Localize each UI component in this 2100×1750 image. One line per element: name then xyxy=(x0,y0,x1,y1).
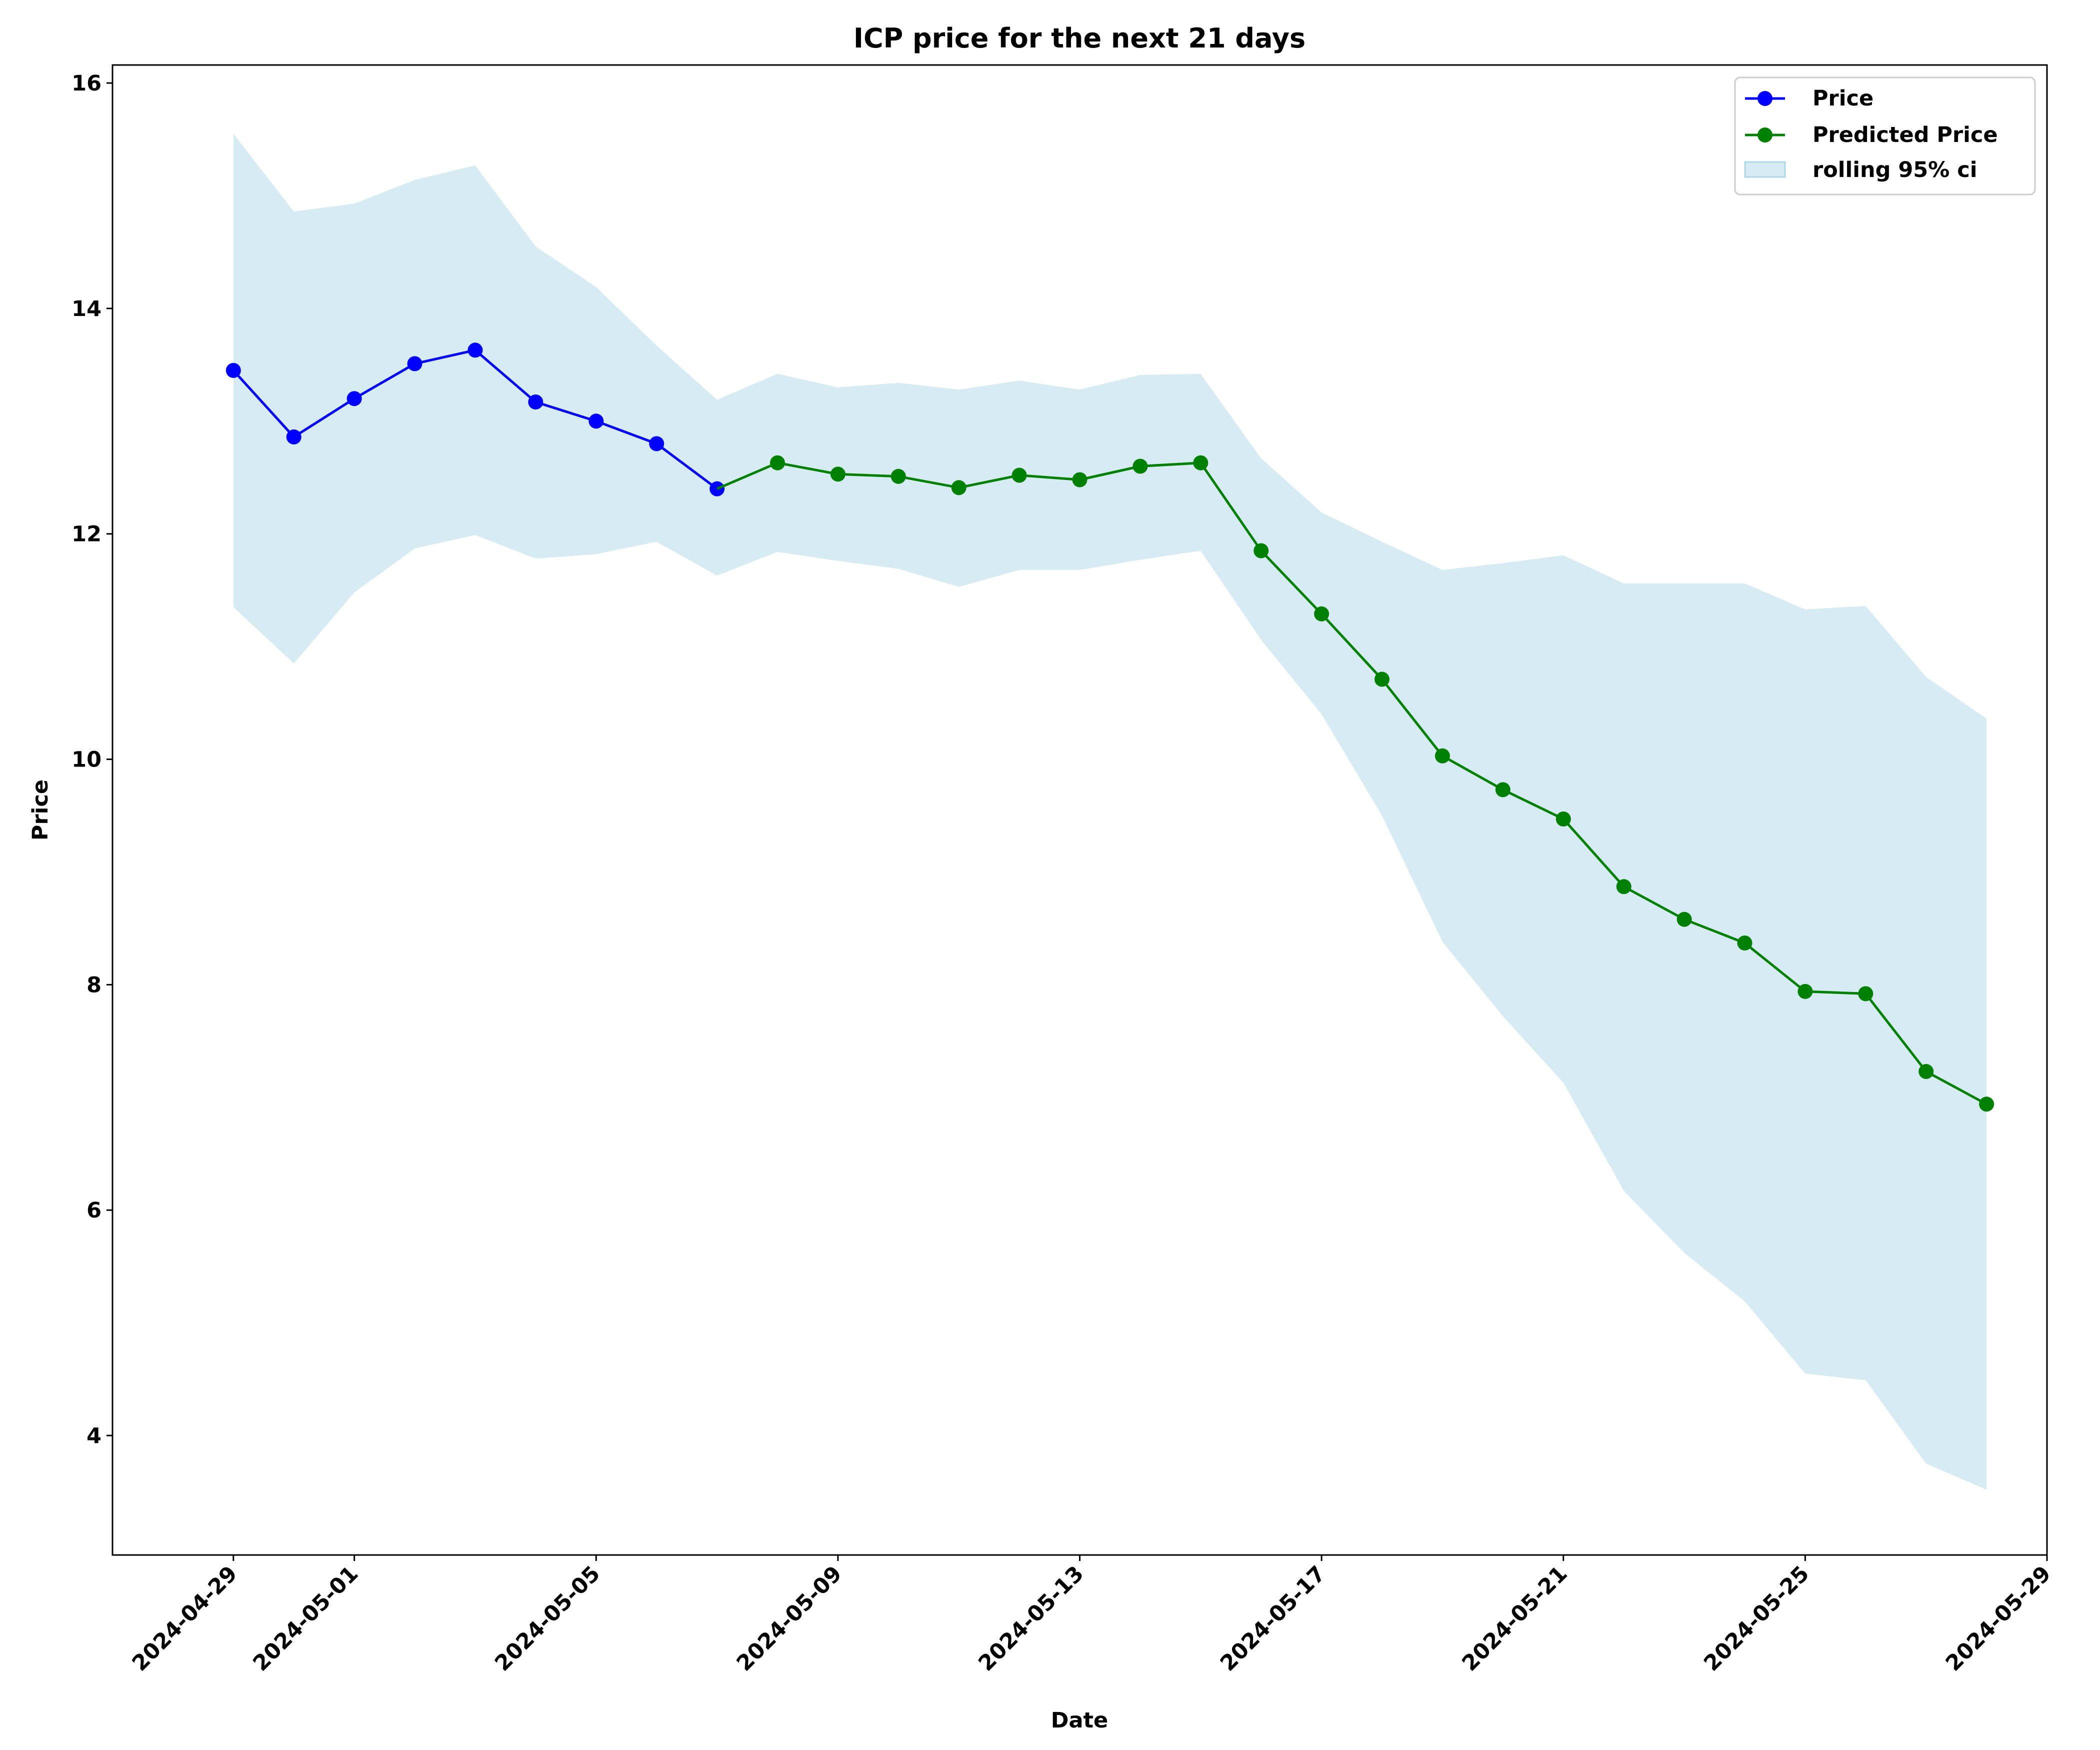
predicted-price-point xyxy=(1858,986,1874,1002)
ci-band-layer xyxy=(233,134,1987,1490)
x-axis-label: Date xyxy=(1051,1708,1108,1733)
legend-predicted-marker xyxy=(1758,128,1772,142)
predicted-price-point xyxy=(830,466,846,482)
price-point xyxy=(226,362,241,378)
price-point xyxy=(468,342,483,358)
legend-frame xyxy=(1734,76,2036,196)
chart-title: ICP price for the next 21 days xyxy=(854,22,1306,54)
y-tick-label: 8 xyxy=(86,972,102,998)
price-point xyxy=(407,356,422,372)
predicted-price-point xyxy=(1314,606,1330,622)
predicted-price-point xyxy=(1012,468,1027,483)
ci-band xyxy=(233,134,1987,1490)
legend-price-label: Price xyxy=(1812,86,1874,111)
y-axis-label: Price xyxy=(28,780,53,840)
predicted-price-point xyxy=(890,468,906,484)
predicted-price-point xyxy=(1616,879,1632,894)
price-point xyxy=(528,394,544,410)
predicted-price-point xyxy=(1132,458,1148,474)
price-point xyxy=(649,436,664,452)
predicted-price-point xyxy=(1434,748,1450,764)
predicted-price-point xyxy=(1193,455,1208,470)
y-tick-label: 10 xyxy=(72,748,102,772)
predicted-price-point xyxy=(951,480,966,496)
predicted-price-point xyxy=(1495,782,1510,798)
legend-predicted-label: Predicted Price xyxy=(1812,122,1998,148)
predicted-price-point xyxy=(1254,543,1269,558)
legend-ci-label: rolling 95% ci xyxy=(1812,158,1977,182)
predicted-price-point xyxy=(1979,1096,1994,1112)
series-layer xyxy=(226,342,1994,1112)
legend-ci-swatch xyxy=(1744,161,1786,178)
y-tick-label: 6 xyxy=(86,1198,102,1223)
legend-price-marker xyxy=(1758,91,1772,106)
predicted-price-line xyxy=(716,462,1988,1106)
y-tick-label: 12 xyxy=(72,522,102,547)
y-tick-label: 14 xyxy=(72,296,102,322)
predicted-price-point xyxy=(770,455,785,470)
legend: Price Predicted Price rolling 95% ci xyxy=(1734,76,2036,196)
price-point xyxy=(588,414,604,429)
y-tick-label: 4 xyxy=(86,1424,102,1448)
predicted-price-point xyxy=(1374,672,1390,687)
predicted-price-point xyxy=(1798,984,1813,999)
y-tick-label: 16 xyxy=(72,71,102,96)
price-point xyxy=(346,391,362,406)
predicted-price-point xyxy=(1676,912,1692,927)
predicted-price-point xyxy=(1737,936,1752,950)
predicted-price-point xyxy=(1072,472,1088,488)
predicted-price-point xyxy=(1918,1064,1934,1079)
predicted-price-point xyxy=(1556,812,1571,826)
price-point xyxy=(286,429,302,444)
